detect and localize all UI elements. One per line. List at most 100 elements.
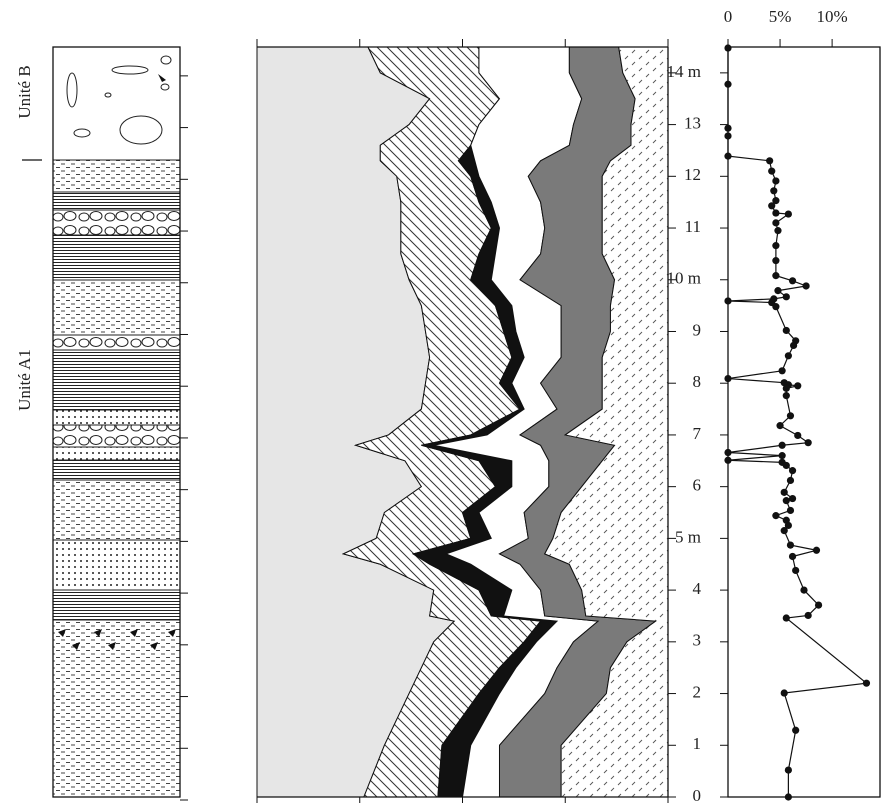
data-point	[784, 352, 792, 360]
data-point	[724, 132, 732, 140]
plot-frame	[727, 46, 881, 798]
data-point	[788, 277, 797, 285]
clast	[160, 55, 172, 65]
clast	[104, 92, 112, 98]
data-point	[784, 766, 792, 774]
data-point	[794, 431, 802, 440]
layer	[53, 540, 180, 590]
layer	[53, 620, 180, 797]
data-point	[800, 586, 808, 594]
y-tick-label: 1	[693, 734, 702, 753]
shell	[158, 74, 166, 82]
data-point	[724, 297, 732, 305]
y-tick-label: 13	[684, 113, 701, 132]
layer	[53, 192, 180, 210]
layer	[53, 425, 180, 447]
data-point	[774, 287, 782, 295]
layer	[53, 47, 180, 160]
data-point	[784, 793, 792, 801]
data-point	[784, 521, 792, 530]
data-point	[782, 384, 790, 392]
data-point	[814, 601, 823, 609]
layer	[53, 235, 180, 280]
data-point	[772, 209, 780, 217]
layer	[53, 160, 180, 192]
data-point	[786, 476, 795, 485]
data-point	[780, 527, 788, 535]
data-point	[724, 448, 732, 457]
layer	[53, 210, 180, 235]
data-point	[802, 282, 810, 290]
y-tick-label: 0	[693, 786, 702, 803]
data-point	[782, 326, 790, 335]
data-point	[812, 546, 821, 554]
data-point	[772, 219, 780, 227]
data-point	[788, 494, 797, 503]
y-tick-label: 2	[693, 682, 702, 701]
data-point	[782, 497, 790, 505]
data-point	[778, 367, 786, 375]
data-point	[792, 726, 800, 734]
data-point	[772, 242, 780, 250]
data-point	[772, 197, 780, 205]
data-point	[776, 422, 784, 430]
data-point	[772, 177, 780, 185]
unit-label: Unité A1	[15, 349, 34, 411]
y-tick-label: 7	[693, 424, 702, 443]
data-point	[780, 689, 788, 697]
data-point	[782, 614, 790, 622]
clast	[119, 115, 163, 145]
data-point	[786, 541, 795, 549]
data-point	[772, 303, 780, 311]
data-point	[789, 341, 798, 350]
data-point	[804, 439, 812, 447]
data-point	[724, 80, 732, 88]
layer	[53, 480, 180, 540]
data-point	[784, 210, 792, 218]
unit-label: Unité B	[15, 65, 34, 118]
layer-boundaries	[53, 159, 180, 621]
x-tick-label: 5%	[769, 7, 792, 26]
data-point	[774, 227, 782, 235]
data-point	[788, 552, 797, 561]
data-point	[770, 187, 778, 195]
y-tick-label: 4	[693, 579, 702, 598]
data-point	[766, 157, 774, 165]
data-point	[786, 506, 795, 515]
clast	[73, 128, 91, 138]
layer	[53, 280, 180, 335]
data-point	[780, 488, 788, 496]
data-point	[778, 452, 786, 460]
x-tick-label: 10%	[817, 7, 848, 26]
data-point	[768, 167, 776, 175]
data-point	[794, 382, 802, 390]
y-tick-label: 14 m	[667, 62, 701, 81]
y-tick-label: 3	[693, 631, 702, 650]
data-point	[772, 272, 780, 280]
clast	[66, 72, 78, 108]
data-line	[727, 48, 868, 797]
y-tick-label: 8	[693, 372, 702, 391]
data-point	[778, 441, 786, 449]
data-point	[862, 679, 871, 687]
data-point	[788, 467, 797, 475]
data-point	[724, 124, 732, 132]
data-point	[786, 412, 795, 420]
y-tick-label: 12	[684, 165, 701, 184]
column-frame	[52, 46, 181, 798]
y-tick-label: 10 m	[667, 269, 701, 288]
data-point	[782, 392, 790, 400]
data-point	[804, 611, 812, 620]
data-point	[782, 293, 790, 301]
layer	[53, 350, 180, 410]
x-tick-label: 0	[724, 7, 733, 26]
layer	[53, 410, 180, 425]
clast	[160, 83, 170, 91]
clast	[111, 65, 149, 75]
layer	[53, 335, 180, 350]
layer	[53, 590, 180, 620]
data-point	[768, 202, 776, 210]
data-point	[772, 512, 780, 520]
y-tick-label: 11	[685, 217, 701, 236]
